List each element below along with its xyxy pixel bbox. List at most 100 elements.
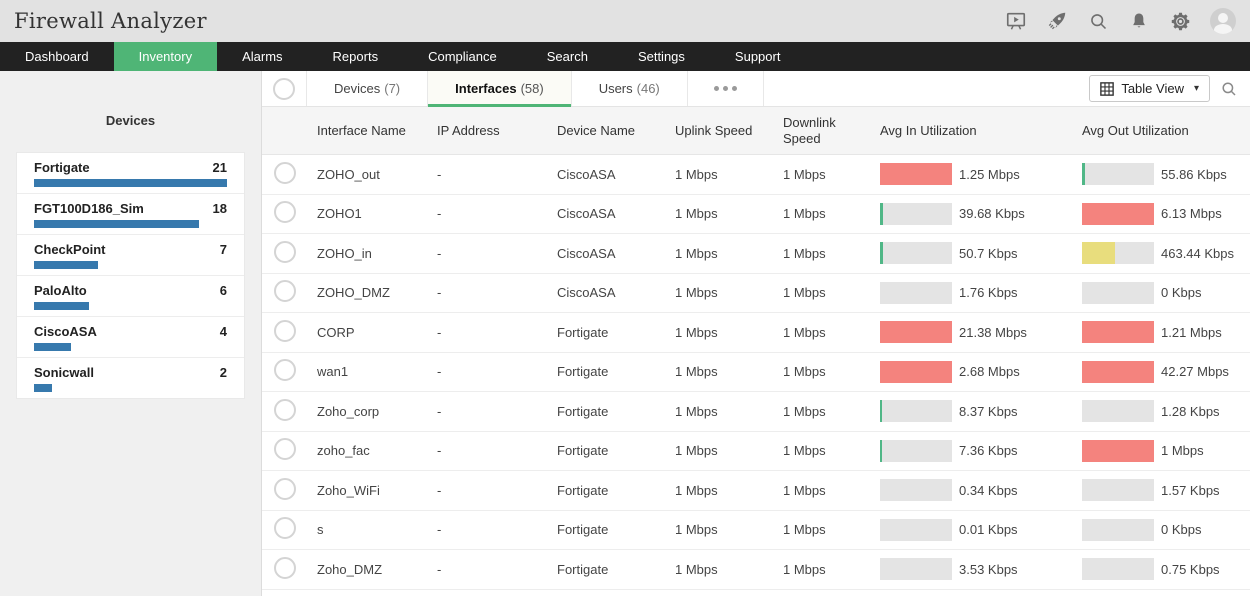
row-checkbox[interactable] <box>274 478 296 500</box>
row-checkbox[interactable] <box>274 399 296 421</box>
bell-icon[interactable] <box>1128 10 1150 32</box>
nav-item[interactable]: Reports <box>308 42 404 71</box>
cell-interface-name: ZOHO1 <box>317 206 437 221</box>
more-tabs-button[interactable] <box>687 71 764 106</box>
nav-item[interactable]: Search <box>522 42 613 71</box>
table-row[interactable]: zoho_fac - Fortigate 1 Mbps 1 Mbps 7.36 … <box>262 432 1250 472</box>
out-utilization-bar <box>1082 558 1154 580</box>
in-utilization-value: 7.36 Kbps <box>959 443 1018 458</box>
gear-icon[interactable] <box>1169 10 1191 32</box>
main-panel: Devices (7) Interfaces (58) Users (46) T… <box>262 71 1250 596</box>
table-row[interactable]: ZOHO1 - CiscoASA 1 Mbps 1 Mbps 39.68 Kbp… <box>262 195 1250 235</box>
row-checkbox[interactable] <box>274 359 296 381</box>
cell-ip-address: - <box>437 522 557 537</box>
in-utilization-bar <box>880 242 952 264</box>
table-row[interactable]: Zoho_WiFi - Fortigate 1 Mbps 1 Mbps 0.34… <box>262 471 1250 511</box>
table-header-row: Interface NameIP AddressDevice NameUplin… <box>262 107 1250 155</box>
out-utilization-value: 463.44 Kbps <box>1161 246 1234 261</box>
cell-uplink-speed: 1 Mbps <box>675 285 783 300</box>
device-count-list: Fortigate 21 FGT100D186_Sim 18 CheckPoin… <box>16 152 245 399</box>
user-avatar[interactable] <box>1210 8 1236 34</box>
cell-downlink-speed: 1 Mbps <box>783 246 880 261</box>
table-row[interactable]: s - Fortigate 1 Mbps 1 Mbps 0.01 Kbps 0 … <box>262 511 1250 551</box>
in-utilization-value: 2.68 Mbps <box>959 364 1020 379</box>
row-checkbox[interactable] <box>274 320 296 342</box>
table-row[interactable]: ZOHO_in - CiscoASA 1 Mbps 1 Mbps 50.7 Kb… <box>262 234 1250 274</box>
out-utilization-value: 42.27 Mbps <box>1161 364 1229 379</box>
cell-uplink-speed: 1 Mbps <box>675 246 783 261</box>
nav-item[interactable]: Support <box>710 42 806 71</box>
out-utilization-bar <box>1082 163 1154 185</box>
table-row[interactable]: CORP - Fortigate 1 Mbps 1 Mbps 21.38 Mbp… <box>262 313 1250 353</box>
nav-item[interactable]: Settings <box>613 42 710 71</box>
row-checkbox[interactable] <box>274 517 296 539</box>
cell-ip-address: - <box>437 562 557 577</box>
cell-uplink-speed: 1 Mbps <box>675 364 783 379</box>
in-utilization-bar <box>880 282 952 304</box>
row-checkbox[interactable] <box>274 241 296 263</box>
cell-uplink-speed: 1 Mbps <box>675 206 783 221</box>
cell-device-name: Fortigate <box>557 443 675 458</box>
device-type-item[interactable]: PaloAlto 6 <box>17 276 244 317</box>
tab-label: Users <box>599 81 633 96</box>
nav-item[interactable]: Dashboard <box>0 42 114 71</box>
nav-item[interactable]: Alarms <box>217 42 307 71</box>
device-type-name: Sonicwall <box>34 365 94 380</box>
cell-device-name: Fortigate <box>557 483 675 498</box>
cell-downlink-speed: 1 Mbps <box>783 364 880 379</box>
device-type-item[interactable]: Sonicwall 2 <box>17 358 244 398</box>
rocket-icon[interactable] <box>1046 10 1068 32</box>
in-utilization-bar <box>880 361 952 383</box>
cell-avg-out-utilization: 6.13 Mbps <box>1082 203 1250 225</box>
row-checkbox[interactable] <box>274 201 296 223</box>
out-utilization-value: 1.28 Kbps <box>1161 404 1220 419</box>
table-row[interactable]: Zoho_corp - Fortigate 1 Mbps 1 Mbps 8.37… <box>262 392 1250 432</box>
column-header: Device Name <box>557 123 675 139</box>
nav-item[interactable]: Inventory <box>114 42 217 71</box>
nav-item[interactable]: Compliance <box>403 42 522 71</box>
row-checkbox[interactable] <box>274 280 296 302</box>
in-utilization-value: 0.34 Kbps <box>959 483 1018 498</box>
cell-device-name: Fortigate <box>557 325 675 340</box>
table-view-dropdown[interactable]: Table View ▾ <box>1089 75 1210 102</box>
device-type-count: 7 <box>220 242 227 257</box>
inventory-tab[interactable]: Devices (7) <box>306 71 427 106</box>
cell-downlink-speed: 1 Mbps <box>783 167 880 182</box>
cell-uplink-speed: 1 Mbps <box>675 167 783 182</box>
device-count-bar <box>34 220 199 228</box>
device-type-item[interactable]: CiscoASA 4 <box>17 317 244 358</box>
out-utilization-bar <box>1082 242 1154 264</box>
select-all-checkbox[interactable] <box>273 78 295 100</box>
device-type-item[interactable]: Fortigate 21 <box>17 153 244 194</box>
table-row[interactable]: Zoho_DMZ - Fortigate 1 Mbps 1 Mbps 3.53 … <box>262 550 1250 590</box>
inventory-tabbar: Devices (7) Interfaces (58) Users (46) T… <box>262 71 1250 107</box>
inventory-tab[interactable]: Interfaces (58) <box>427 71 571 106</box>
in-utilization-bar <box>880 440 952 462</box>
in-utilization-value: 1.76 Kbps <box>959 285 1018 300</box>
table-row[interactable]: ZOHO_out - CiscoASA 1 Mbps 1 Mbps 1.25 M… <box>262 155 1250 195</box>
cell-interface-name: zoho_fac <box>317 443 437 458</box>
presentation-icon[interactable] <box>1005 10 1027 32</box>
search-icon[interactable] <box>1087 10 1109 32</box>
out-utilization-value: 55.86 Kbps <box>1161 167 1227 182</box>
device-type-name: CheckPoint <box>34 242 106 257</box>
out-utilization-value: 1 Mbps <box>1161 443 1204 458</box>
row-checkbox[interactable] <box>274 438 296 460</box>
device-type-name: Fortigate <box>34 160 90 175</box>
in-utilization-value: 3.53 Kbps <box>959 562 1018 577</box>
cell-device-name: CiscoASA <box>557 167 675 182</box>
chevron-down-icon: ▾ <box>1194 83 1199 94</box>
cell-avg-in-utilization: 3.53 Kbps <box>880 558 1082 580</box>
device-type-item[interactable]: FGT100D186_Sim 18 <box>17 194 244 235</box>
out-utilization-bar <box>1082 440 1154 462</box>
out-utilization-value: 0.75 Kbps <box>1161 562 1220 577</box>
inventory-tab[interactable]: Users (46) <box>571 71 687 106</box>
table-search-icon[interactable] <box>1220 80 1238 98</box>
device-type-item[interactable]: CheckPoint 7 <box>17 235 244 276</box>
cell-downlink-speed: 1 Mbps <box>783 483 880 498</box>
table-row[interactable]: ZOHO_DMZ - CiscoASA 1 Mbps 1 Mbps 1.76 K… <box>262 274 1250 314</box>
table-row[interactable]: wan1 - Fortigate 1 Mbps 1 Mbps 2.68 Mbps… <box>262 353 1250 393</box>
row-checkbox[interactable] <box>274 162 296 184</box>
cell-ip-address: - <box>437 167 557 182</box>
row-checkbox[interactable] <box>274 557 296 579</box>
